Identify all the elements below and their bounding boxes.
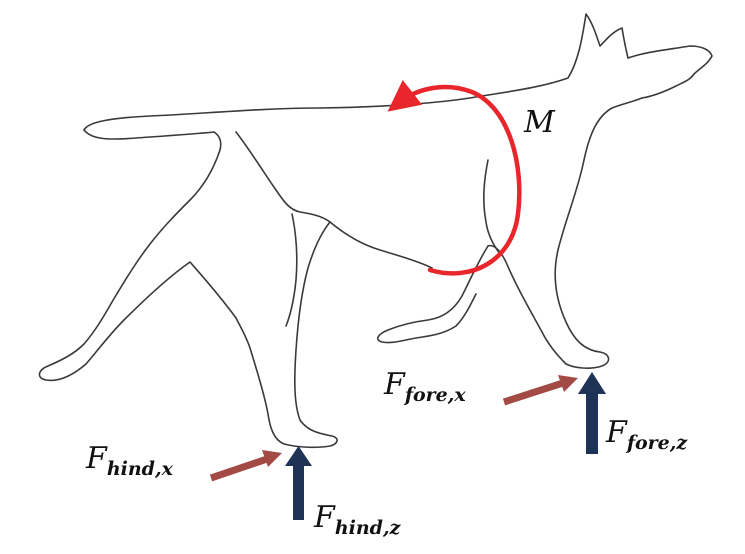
fore-z-main: F — [605, 415, 628, 450]
fore-horizontal-force-arrow — [502, 375, 578, 406]
dog-flank-outline — [235, 131, 331, 223]
moment-label: M — [523, 105, 556, 140]
hind-z-main: F — [313, 500, 336, 535]
hind-vertical-force-arrow — [285, 446, 312, 520]
fore-vertical-force-arrow — [578, 372, 606, 454]
dog-belly-outline — [329, 221, 433, 269]
fore-x-main: F — [383, 367, 406, 402]
dog-shoulder-outline — [483, 159, 501, 255]
dog-front-leg-outline — [487, 244, 567, 365]
hind-z-sub: hind,z — [335, 517, 402, 539]
hind-z-force-label: Fhind,z — [313, 500, 402, 539]
dog-back-outline — [83, 13, 713, 131]
fore-x-force-label: Ffore,x — [383, 367, 466, 406]
dog-rump-outline — [38, 131, 237, 382]
dog-chest-outline — [554, 97, 643, 369]
dog-silhouette — [38, 13, 713, 449]
fore-z-force-label: Ffore,z — [605, 415, 688, 454]
fore-x-sub: fore,x — [403, 384, 467, 406]
hind-x-force-label: Fhind,x — [85, 441, 174, 480]
dog-hind-inner-outline — [285, 213, 298, 327]
hind-x-sub: hind,x — [107, 458, 174, 480]
dog-raised-leg-outline — [376, 245, 489, 344]
dog-hind-leg-front-outline — [235, 221, 338, 449]
dog-tail-outline — [83, 129, 215, 140]
fore-z-sub: fore,z — [625, 432, 689, 454]
hind-x-main: F — [85, 441, 108, 476]
hind-horizontal-force-arrow — [209, 450, 282, 482]
moment-arrow — [387, 79, 522, 276]
